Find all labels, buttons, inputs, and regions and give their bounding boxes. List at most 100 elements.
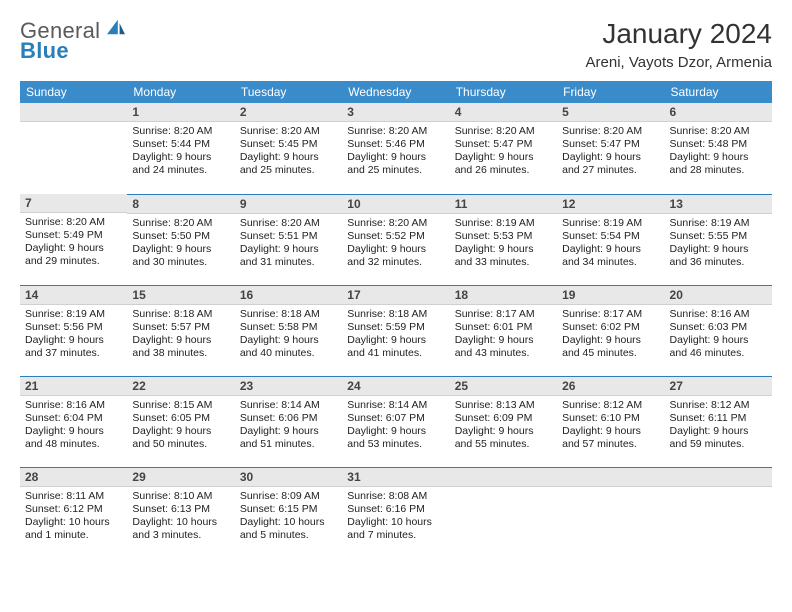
title-block: January 2024 Areni, Vayots Dzor, Armenia [586, 18, 772, 71]
day-number: 7 [20, 194, 127, 213]
calendar-cell: 22Sunrise: 8:15 AMSunset: 6:05 PMDayligh… [127, 376, 234, 467]
day-details: Sunrise: 8:11 AMSunset: 6:12 PMDaylight:… [20, 487, 127, 547]
day-number: 2 [235, 103, 342, 122]
calendar-cell: 12Sunrise: 8:19 AMSunset: 5:54 PMDayligh… [557, 194, 664, 285]
day-details: Sunrise: 8:20 AMSunset: 5:45 PMDaylight:… [235, 122, 342, 182]
day-details: Sunrise: 8:19 AMSunset: 5:53 PMDaylight:… [450, 214, 557, 274]
day-number: 24 [342, 377, 449, 396]
day-number: 25 [450, 377, 557, 396]
day-details: Sunrise: 8:20 AMSunset: 5:47 PMDaylight:… [450, 122, 557, 182]
day-number: 29 [127, 468, 234, 487]
day-details: Sunrise: 8:20 AMSunset: 5:49 PMDaylight:… [20, 213, 127, 273]
day-number: 8 [127, 195, 234, 214]
day-number: 21 [20, 377, 127, 396]
day-details: Sunrise: 8:14 AMSunset: 6:07 PMDaylight:… [342, 396, 449, 456]
day-number: 26 [557, 377, 664, 396]
day-number: 1 [127, 103, 234, 122]
day-details: Sunrise: 8:15 AMSunset: 6:05 PMDaylight:… [127, 396, 234, 456]
calendar-week: 21Sunrise: 8:16 AMSunset: 6:04 PMDayligh… [20, 376, 772, 467]
day-number: 27 [665, 377, 772, 396]
day-details: Sunrise: 8:13 AMSunset: 6:09 PMDaylight:… [450, 396, 557, 456]
calendar-cell: 21Sunrise: 8:16 AMSunset: 6:04 PMDayligh… [20, 376, 127, 467]
day-number: 19 [557, 286, 664, 305]
calendar-cell: 17Sunrise: 8:18 AMSunset: 5:59 PMDayligh… [342, 285, 449, 376]
calendar-cell: 8Sunrise: 8:20 AMSunset: 5:50 PMDaylight… [127, 194, 234, 285]
day-number: 22 [127, 377, 234, 396]
calendar-week: 7Sunrise: 8:20 AMSunset: 5:49 PMDaylight… [20, 194, 772, 285]
day-number: 4 [450, 103, 557, 122]
weekday-header: Friday [557, 81, 664, 103]
day-details: Sunrise: 8:18 AMSunset: 5:59 PMDaylight:… [342, 305, 449, 365]
calendar-cell: 19Sunrise: 8:17 AMSunset: 6:02 PMDayligh… [557, 285, 664, 376]
day-details: Sunrise: 8:12 AMSunset: 6:11 PMDaylight:… [665, 396, 772, 456]
calendar-cell [557, 467, 664, 558]
calendar-cell: 26Sunrise: 8:12 AMSunset: 6:10 PMDayligh… [557, 376, 664, 467]
day-number: 12 [557, 195, 664, 214]
calendar-cell: 15Sunrise: 8:18 AMSunset: 5:57 PMDayligh… [127, 285, 234, 376]
day-number: 3 [342, 103, 449, 122]
calendar-cell: 20Sunrise: 8:16 AMSunset: 6:03 PMDayligh… [665, 285, 772, 376]
day-details: Sunrise: 8:18 AMSunset: 5:57 PMDaylight:… [127, 305, 234, 365]
calendar-cell: 9Sunrise: 8:20 AMSunset: 5:51 PMDaylight… [235, 194, 342, 285]
weekday-header: Saturday [665, 81, 772, 103]
day-number: 18 [450, 286, 557, 305]
day-details: Sunrise: 8:20 AMSunset: 5:46 PMDaylight:… [342, 122, 449, 182]
weekday-header: Tuesday [235, 81, 342, 103]
calendar-cell: 13Sunrise: 8:19 AMSunset: 5:55 PMDayligh… [665, 194, 772, 285]
day-number [20, 103, 127, 122]
calendar-cell: 7Sunrise: 8:20 AMSunset: 5:49 PMDaylight… [20, 194, 127, 285]
calendar-cell: 11Sunrise: 8:19 AMSunset: 5:53 PMDayligh… [450, 194, 557, 285]
calendar-cell: 25Sunrise: 8:13 AMSunset: 6:09 PMDayligh… [450, 376, 557, 467]
day-number: 28 [20, 468, 127, 487]
day-number: 14 [20, 286, 127, 305]
calendar-week: 28Sunrise: 8:11 AMSunset: 6:12 PMDayligh… [20, 467, 772, 558]
day-details: Sunrise: 8:16 AMSunset: 6:03 PMDaylight:… [665, 305, 772, 365]
day-number: 20 [665, 286, 772, 305]
day-details: Sunrise: 8:16 AMSunset: 6:04 PMDaylight:… [20, 396, 127, 456]
day-number: 11 [450, 195, 557, 214]
day-number [665, 468, 772, 487]
calendar-cell [665, 467, 772, 558]
calendar-body: 1Sunrise: 8:20 AMSunset: 5:44 PMDaylight… [20, 103, 772, 558]
day-number: 17 [342, 286, 449, 305]
day-number: 31 [342, 468, 449, 487]
calendar-cell: 5Sunrise: 8:20 AMSunset: 5:47 PMDaylight… [557, 103, 664, 194]
day-details: Sunrise: 8:20 AMSunset: 5:44 PMDaylight:… [127, 122, 234, 182]
day-details: Sunrise: 8:20 AMSunset: 5:52 PMDaylight:… [342, 214, 449, 274]
calendar-cell: 29Sunrise: 8:10 AMSunset: 6:13 PMDayligh… [127, 467, 234, 558]
location: Areni, Vayots Dzor, Armenia [586, 54, 772, 71]
day-details: Sunrise: 8:12 AMSunset: 6:10 PMDaylight:… [557, 396, 664, 456]
day-number: 10 [342, 195, 449, 214]
day-details: Sunrise: 8:08 AMSunset: 6:16 PMDaylight:… [342, 487, 449, 547]
calendar-cell: 10Sunrise: 8:20 AMSunset: 5:52 PMDayligh… [342, 194, 449, 285]
logo-text: General Blue [20, 18, 127, 64]
logo: General Blue [20, 18, 127, 64]
calendar-cell: 1Sunrise: 8:20 AMSunset: 5:44 PMDaylight… [127, 103, 234, 194]
day-number [557, 468, 664, 487]
day-number: 5 [557, 103, 664, 122]
day-details: Sunrise: 8:17 AMSunset: 6:02 PMDaylight:… [557, 305, 664, 365]
day-number [450, 468, 557, 487]
day-details: Sunrise: 8:19 AMSunset: 5:54 PMDaylight:… [557, 214, 664, 274]
calendar-cell: 31Sunrise: 8:08 AMSunset: 6:16 PMDayligh… [342, 467, 449, 558]
day-details: Sunrise: 8:14 AMSunset: 6:06 PMDaylight:… [235, 396, 342, 456]
day-details: Sunrise: 8:20 AMSunset: 5:50 PMDaylight:… [127, 214, 234, 274]
day-details: Sunrise: 8:20 AMSunset: 5:47 PMDaylight:… [557, 122, 664, 182]
calendar-cell: 16Sunrise: 8:18 AMSunset: 5:58 PMDayligh… [235, 285, 342, 376]
calendar-cell [20, 103, 127, 194]
calendar-cell: 23Sunrise: 8:14 AMSunset: 6:06 PMDayligh… [235, 376, 342, 467]
weekday-header-row: SundayMondayTuesdayWednesdayThursdayFrid… [20, 81, 772, 103]
weekday-header: Thursday [450, 81, 557, 103]
calendar-cell: 30Sunrise: 8:09 AMSunset: 6:15 PMDayligh… [235, 467, 342, 558]
day-details: Sunrise: 8:09 AMSunset: 6:15 PMDaylight:… [235, 487, 342, 547]
calendar-cell [450, 467, 557, 558]
calendar-cell: 28Sunrise: 8:11 AMSunset: 6:12 PMDayligh… [20, 467, 127, 558]
day-number: 6 [665, 103, 772, 122]
day-number: 16 [235, 286, 342, 305]
calendar-cell: 18Sunrise: 8:17 AMSunset: 6:01 PMDayligh… [450, 285, 557, 376]
day-number: 23 [235, 377, 342, 396]
sail-icon [105, 18, 127, 36]
calendar-week: 14Sunrise: 8:19 AMSunset: 5:56 PMDayligh… [20, 285, 772, 376]
day-details: Sunrise: 8:18 AMSunset: 5:58 PMDaylight:… [235, 305, 342, 365]
day-number: 15 [127, 286, 234, 305]
